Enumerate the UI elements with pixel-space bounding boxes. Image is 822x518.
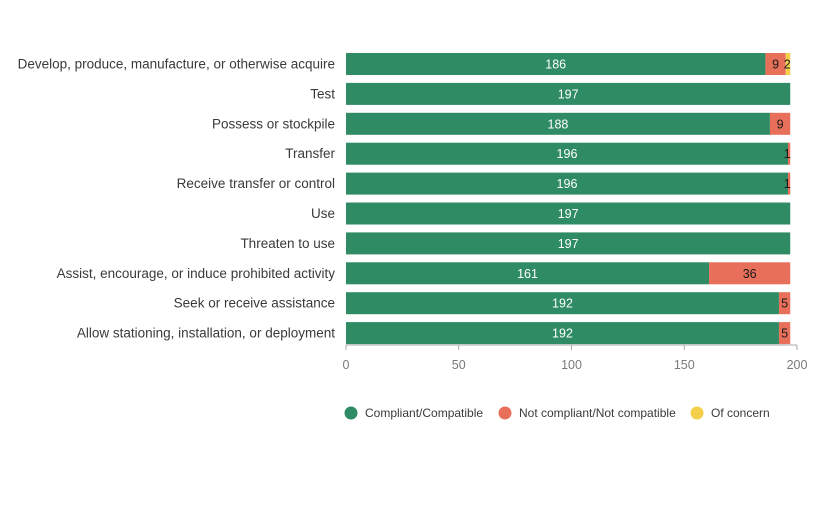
data-label-not-compliant-not-compatible: 36: [743, 267, 757, 281]
category-label-test: Test: [310, 86, 335, 101]
bar-segment-compliant-compatible: [346, 82, 791, 105]
category-label-threaten-to-use: Threaten to use: [240, 236, 335, 251]
data-label-not-compliant-not-compatible: 9: [777, 117, 784, 131]
legend-label-of-concern: Of concern: [711, 406, 770, 420]
bar-segment-compliant-compatible: [346, 292, 779, 315]
data-label-not-compliant-not-compatible: 1: [784, 147, 791, 161]
bar-segment-not-compliant-not-compatible: [765, 53, 786, 75]
data-label-compliant-compatible: 161: [517, 267, 538, 281]
bar-segment-not-compliant-not-compatible: [778, 322, 791, 345]
category-label-transfer: Transfer: [285, 146, 335, 161]
category-labels: Develop, produce, manufacture, or otherw…: [18, 57, 336, 341]
data-label-compliant-compatible: 186: [545, 58, 566, 72]
category-label-develop-produce-manufacture-or-otherwise-acquire: Develop, produce, manufacture, or otherw…: [18, 57, 335, 72]
data-label-compliant-compatible: 196: [557, 177, 578, 191]
category-label-receive-transfer-or-control: Receive transfer or control: [177, 176, 335, 191]
data-label-compliant-compatible: 197: [558, 237, 579, 251]
data-label-compliant-compatible: 188: [548, 117, 569, 131]
x-tick-label: 0: [343, 358, 350, 372]
data-label-compliant-compatible: 197: [558, 207, 579, 221]
category-label-allow-stationing-installation-or-deployment: Allow stationing, installation, or deplo…: [77, 326, 335, 341]
data-label-not-compliant-not-compatible: 1: [784, 177, 791, 191]
x-axis: 0 50 100 150 200: [343, 344, 808, 372]
legend-marker-not-compliant-not-compatible: [498, 406, 512, 420]
data-label-compliant-compatible: 197: [558, 87, 579, 101]
bar-segment-compliant-compatible: [346, 53, 766, 75]
bar-segment-compliant-compatible: [346, 202, 791, 225]
data-label-not-compliant-not-compatible: 5: [781, 327, 788, 341]
legend-marker-of-concern: [690, 406, 704, 420]
bar-segment-not-compliant-not-compatible: [769, 112, 791, 135]
data-label-compliant-compatible: 196: [557, 147, 578, 161]
legend-label-not-compliant-not-compatible: Not compliant/Not compatible: [519, 406, 676, 420]
bar-segment-compliant-compatible: [346, 322, 779, 345]
category-label-use: Use: [311, 206, 335, 221]
data-label-compliant-compatible: 192: [552, 327, 573, 341]
legend-marker-compliant-compatible: [344, 406, 358, 420]
legend: Compliant/Compatible Not compliant/Not co…: [344, 406, 770, 420]
category-label-possess-or-stockpile: Possess or stockpile: [212, 116, 335, 131]
x-tick-label: 100: [561, 358, 582, 372]
legend-label-compliant-compatible: Compliant/Compatible: [365, 406, 483, 420]
category-label-seek-or-receive-assistance: Seek or receive assistance: [174, 296, 335, 311]
bar-segment-of-concern: [785, 53, 791, 75]
data-label-of-concern: 2: [784, 58, 791, 72]
bar-segment-compliant-compatible: [346, 262, 710, 285]
bar-segment-not-compliant-not-compatible: [787, 172, 791, 195]
data-label-not-compliant-not-compatible: 5: [781, 297, 788, 311]
bar-segment-not-compliant-not-compatible: [778, 292, 791, 315]
x-tick-label: 50: [452, 358, 466, 372]
bar-segment-compliant-compatible: [346, 142, 788, 165]
bar-segment-not-compliant-not-compatible: [709, 262, 791, 285]
bar-segment-compliant-compatible: [346, 112, 770, 135]
category-label-assist-encourage-or-induce-prohibited-activity: Assist, encourage, or induce prohibited …: [57, 266, 336, 281]
bar-segment-compliant-compatible: [346, 232, 791, 255]
data-label-not-compliant-not-compatible: 9: [772, 58, 779, 72]
bar-segment-compliant-compatible: [346, 172, 788, 195]
x-tick-label: 150: [674, 358, 695, 372]
bar-segment-not-compliant-not-compatible: [787, 142, 791, 165]
x-tick-label: 200: [787, 358, 808, 372]
data-label-compliant-compatible: 192: [552, 297, 573, 311]
